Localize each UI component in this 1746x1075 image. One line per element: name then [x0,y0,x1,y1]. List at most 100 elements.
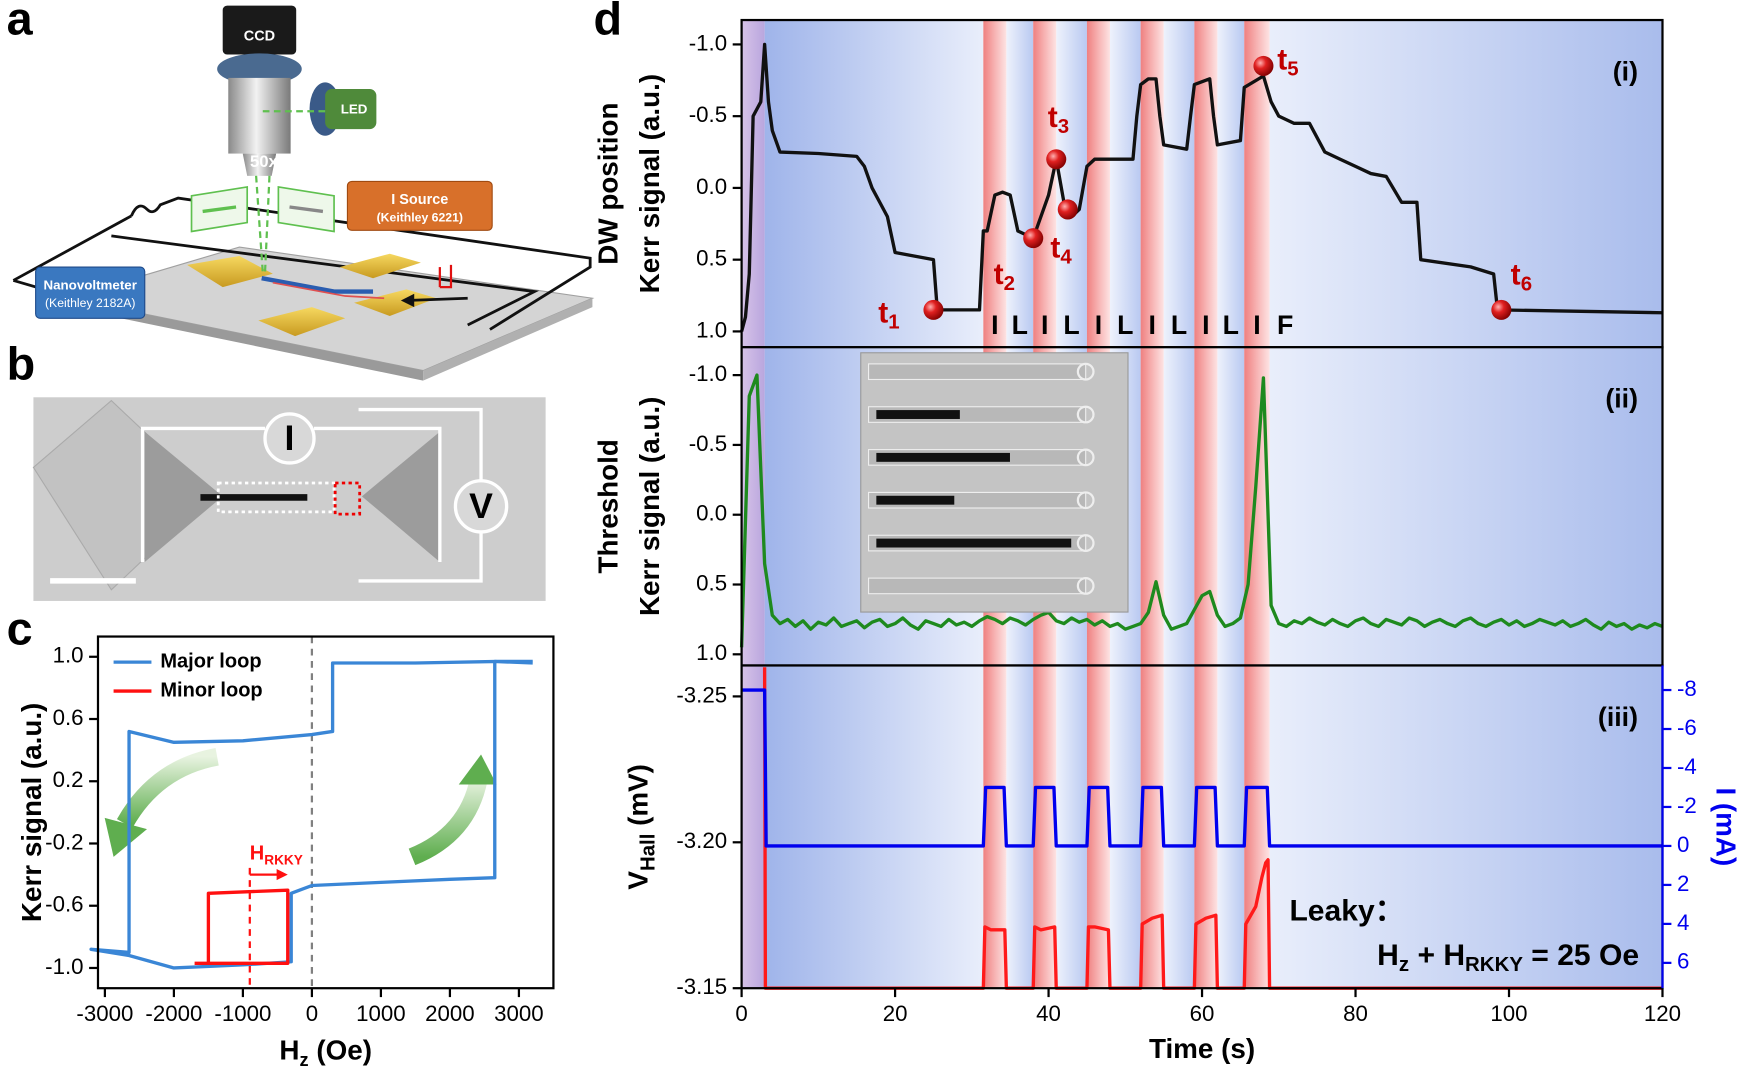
led-label: LED [341,102,368,117]
tick-label: -0.6 [45,892,83,917]
text-part: 4 [1060,247,1072,269]
voltmeter-label: Nanovoltmeter [43,278,136,293]
tick-label: 1000 [356,1001,406,1026]
tick-label: 100 [1490,1001,1527,1026]
tick-label: 0 [1677,832,1689,857]
y-axis-label: VHall (mV) [623,764,660,890]
current-pulse [1244,665,1270,989]
current-pulse [1194,665,1218,989]
y2-axis-label: I (mA) [1710,787,1741,866]
current-source [346,180,493,231]
substrate-edge [66,298,424,381]
objective-label: 50x [250,152,279,171]
phase-label: I [1148,310,1155,340]
nanowire [272,281,385,300]
data-line [739,373,1664,648]
phase-label: F [1277,310,1293,340]
text-part: t [994,258,1004,291]
polarization [289,205,324,214]
phase-label: I [991,310,998,340]
arrow-head [276,869,288,881]
tick-label: -1.0 [45,954,83,979]
legend-label: Major loop [160,650,261,672]
text-part: H [250,843,264,865]
text-part: V [623,871,654,890]
phase-label: L [1171,310,1187,340]
text-part: t [1511,258,1521,291]
background [1269,20,1663,348]
tick-label: 3000 [494,1001,544,1026]
text-part: RKKY [264,852,303,867]
background [1217,347,1245,666]
tick-label: 1.0 [696,317,727,342]
tick-label: 0.5 [696,246,727,271]
tick-label: 0.0 [696,501,727,526]
text-part: t [1050,231,1060,264]
tick-label: 0 [735,1001,747,1026]
background [1056,665,1087,989]
background [1269,347,1663,666]
pad [339,253,421,279]
inset-background [860,352,1129,613]
time-marker [1023,228,1044,249]
annotation-title: Leaky： [1289,894,1404,927]
led [325,89,377,130]
tick-label: 2000 [425,1001,475,1026]
current-pulse [1194,20,1218,348]
channel-end [1076,448,1095,467]
panel-letter: c [7,602,33,654]
domain [876,495,955,505]
background [1163,665,1195,989]
annotation-formula: Hz + HRKKY = 25 Oe [1377,939,1639,976]
marker-label: t1 [878,296,899,333]
sem-triangle [144,431,223,562]
text-part: RKKY [1465,954,1523,976]
tick-label: -3.20 [676,828,727,853]
sweep-arrow [458,754,497,785]
light-path [254,175,264,273]
phase-label: L [1063,310,1079,340]
tick-label: 0.5 [696,570,727,595]
current-pulse [1194,347,1218,666]
panel-label: (iii) [1598,702,1638,732]
text-part: t [1277,43,1287,76]
text-part: 1 [888,312,899,334]
phase-label: I [1202,310,1209,340]
tick-label: 0.2 [53,767,84,792]
text-part: 6 [1521,274,1532,296]
background [764,665,984,989]
sweep-arrow [116,747,219,828]
data-line [89,659,533,970]
tick-label: -3.15 [676,974,727,999]
phase-label: L [1012,310,1028,340]
meter [453,479,509,534]
background [1109,665,1141,989]
voltmeter [35,266,146,319]
tick-label: 120 [1644,1001,1681,1026]
domain [876,410,960,419]
time-marker [923,299,944,320]
tick-label: -1.0 [689,30,727,55]
light-path [263,175,271,273]
voltmeter-label: (Keithley 2182A) [45,296,135,310]
arrow-head [400,293,415,308]
sem-image: I V [32,397,546,601]
x-axis-label: Time (s) [1149,1033,1255,1064]
ccd-label: CCD [244,29,275,45]
tick-label: -1.0 [689,361,727,386]
pad [258,307,346,337]
channel-end [1076,405,1095,424]
time-marker [1491,299,1512,320]
text-part: Hall [638,834,660,871]
current-label: I [285,418,295,458]
inset-channels [867,362,1095,595]
background [1217,20,1245,348]
text-part: z [300,1050,309,1070]
background [1217,665,1245,989]
text-part: + H [1409,939,1465,972]
text-part: H [1377,939,1399,972]
channel-end [1076,577,1095,595]
polarization [202,205,237,214]
